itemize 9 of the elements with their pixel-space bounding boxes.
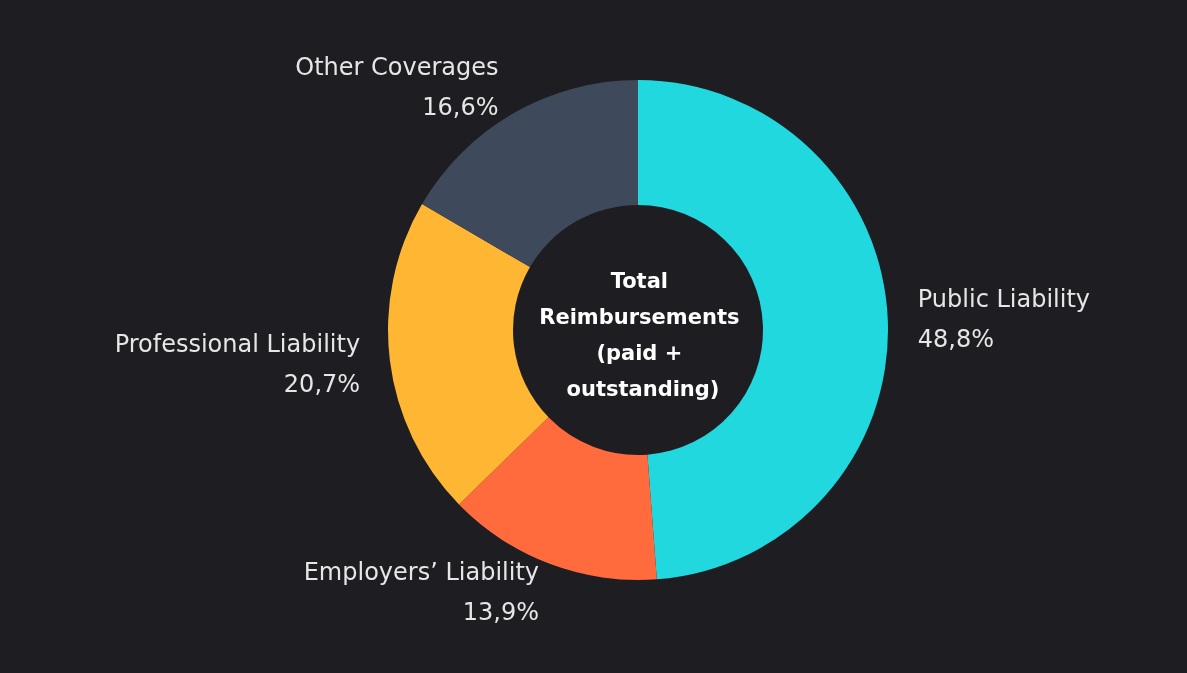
data-label: 20,7% (283, 370, 361, 399)
slice-label: Professional Liability (114, 330, 361, 359)
slice-label: Employers’ Liability (303, 557, 540, 586)
data-label: 48,8% (917, 325, 995, 354)
text: Total Reimbursements (paid + outstanding) (539, 269, 747, 401)
data-label: 13,9% (462, 597, 540, 626)
slice-label: Public Liability (917, 285, 1091, 314)
data-label: 16,6% (422, 93, 499, 122)
slice-label: Other Coverages (295, 53, 499, 82)
